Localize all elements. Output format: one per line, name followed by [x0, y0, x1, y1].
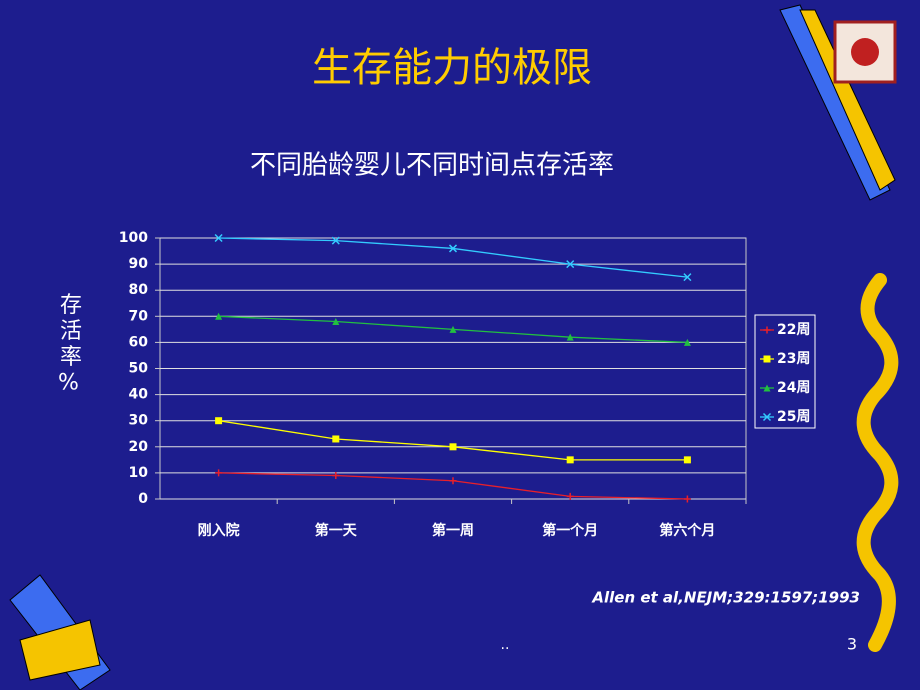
y-tick-label: 30	[129, 413, 149, 429]
legend-label: 24周	[777, 380, 810, 396]
legend-label: 23周	[777, 351, 810, 367]
marker	[214, 233, 223, 243]
marker	[683, 456, 691, 464]
decoration-pencil	[9, 4, 896, 690]
legend-label: 22周	[777, 322, 810, 338]
marker	[449, 443, 457, 451]
y-tick-label: 0	[138, 491, 148, 507]
marker	[566, 492, 574, 500]
slide-title: 生存能力的极限	[312, 45, 592, 91]
logo-mark	[851, 38, 879, 66]
y-tick-label: 100	[119, 230, 148, 246]
x-tick-label: 第一周	[432, 522, 474, 539]
logo	[833, 20, 897, 84]
marker	[683, 338, 691, 346]
marker	[683, 273, 692, 282]
marker	[332, 318, 340, 326]
legend-label: 25周	[777, 409, 810, 425]
y-tick-label: 70	[129, 308, 149, 324]
y-tick-label: 60	[129, 334, 149, 350]
citation: Allen et al,NEJM;329:1597;1993	[591, 589, 860, 607]
x-tick-label: 第一个月	[542, 522, 598, 539]
marker	[449, 325, 457, 333]
marker	[763, 384, 771, 392]
marker	[448, 244, 458, 253]
marker	[449, 477, 457, 485]
legend-box	[754, 314, 816, 429]
decoration-squiggle	[856, 273, 899, 652]
marker	[331, 236, 340, 245]
marker	[763, 326, 771, 334]
marker	[566, 456, 574, 464]
x-tick-label: 刚入院	[198, 522, 240, 539]
marker	[215, 312, 223, 320]
marker	[332, 435, 340, 443]
x-tick-label: 第一天	[315, 522, 358, 539]
y-tick-label: 40	[129, 387, 149, 403]
y-tick-label: 10	[129, 465, 149, 481]
y-tick-label: 80	[129, 282, 149, 298]
page-number: 3	[847, 635, 857, 654]
x-tick-label: 第六个月	[659, 522, 715, 539]
marker	[566, 260, 575, 269]
footer: ..	[501, 637, 510, 653]
marker	[332, 472, 340, 480]
y-tick-label: 50	[129, 361, 149, 377]
marker	[215, 417, 223, 425]
y-tick-label: 20	[129, 439, 149, 455]
marker	[215, 469, 223, 477]
marker	[566, 333, 574, 341]
y-axis-label: 存活率%	[56, 293, 82, 400]
chart-title: 不同胎龄婴儿不同时间点存活率	[250, 151, 614, 181]
marker	[763, 355, 771, 363]
marker	[762, 412, 772, 422]
y-tick-label: 90	[129, 256, 149, 272]
marker	[683, 495, 691, 503]
